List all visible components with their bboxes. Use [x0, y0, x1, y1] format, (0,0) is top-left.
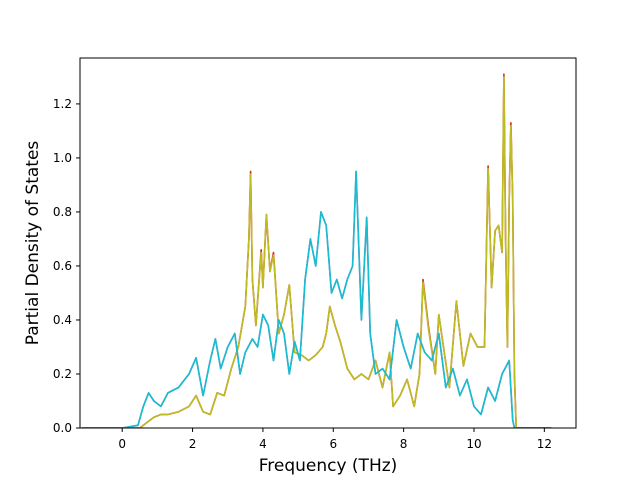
tick-layer: 0 2 4 6 8 10 12 0.0 0.2 0.4 0.6 0.8 1.0 1.2 [53, 97, 552, 451]
y-tick-label: 0.4 [53, 313, 72, 327]
series-line-4 [81, 170, 552, 428]
x-tick-label: 2 [189, 437, 197, 451]
x-axis-label: Frequency (THz) [259, 456, 398, 476]
series-layer [81, 73, 552, 428]
x-tick-label: 0 [118, 437, 126, 451]
y-tick-label: 0.8 [53, 205, 72, 219]
y-tick-label: 0.0 [53, 421, 72, 435]
x-tick-label: 10 [466, 437, 481, 451]
plot-frame [79, 57, 577, 429]
x-tick-label: 6 [329, 437, 337, 451]
series-line-2 [81, 76, 552, 428]
y-tick-label: 1.2 [53, 97, 72, 111]
y-axis-label: Partial Density of States [23, 141, 43, 346]
x-tick-label: 8 [400, 437, 408, 451]
x-tick-label: 4 [259, 437, 267, 451]
x-tick-label: 12 [537, 437, 552, 451]
y-tick-label: 0.6 [53, 259, 72, 273]
y-tick-label: 1.0 [53, 151, 72, 165]
y-tick-label: 0.2 [53, 367, 72, 381]
